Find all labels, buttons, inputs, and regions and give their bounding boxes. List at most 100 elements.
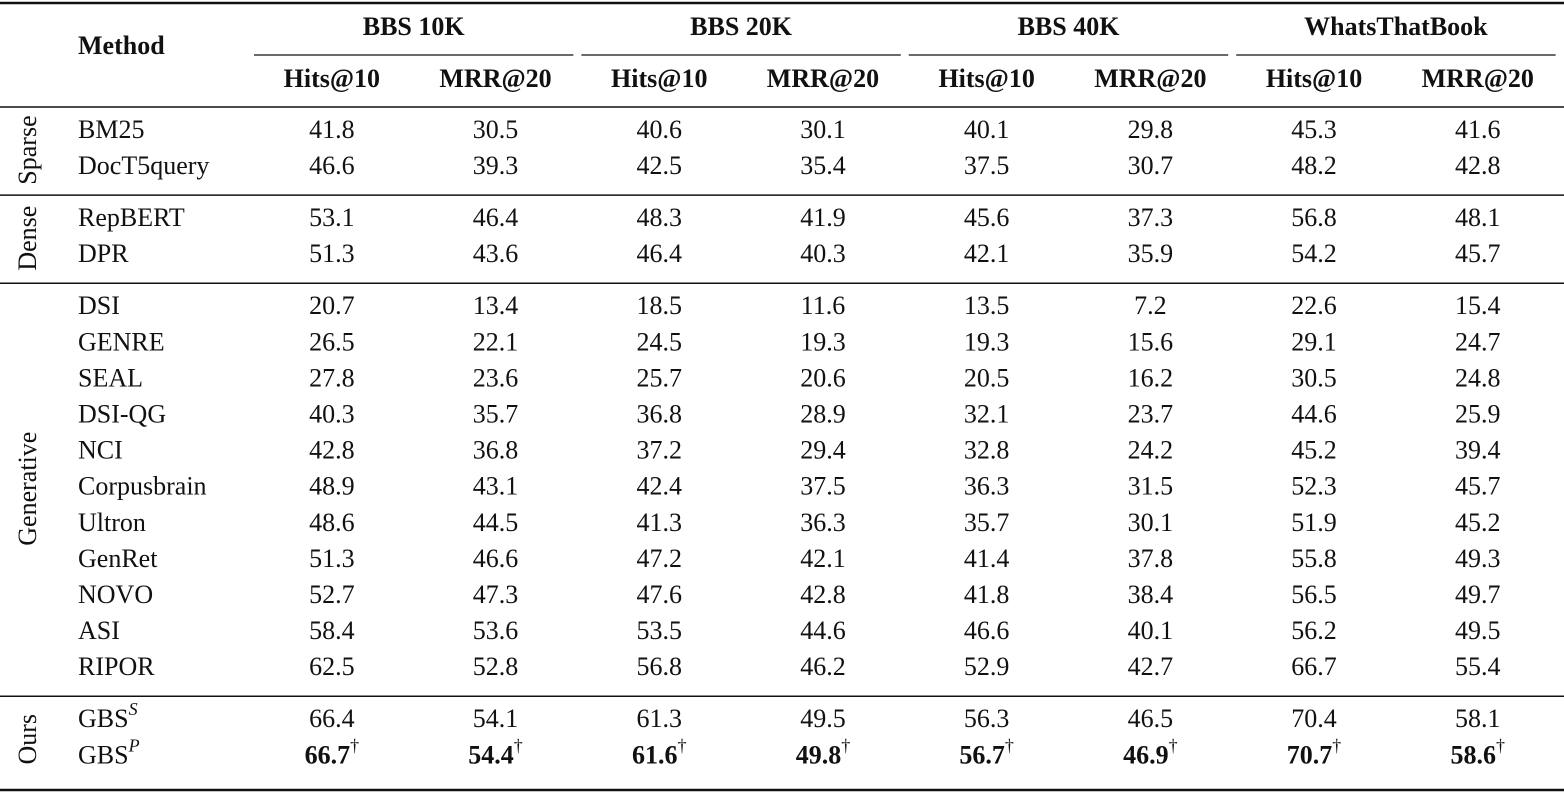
cell-value: 16.2 <box>1128 363 1174 392</box>
value-text: 61.3 <box>637 704 683 733</box>
metric-header: MRR@20 <box>767 64 879 93</box>
cell-value: 58.4 <box>309 616 355 645</box>
value-text: 13.5 <box>964 291 1010 320</box>
value-text: 41.6 <box>1455 115 1501 144</box>
cell-value: 30.5 <box>1291 363 1337 392</box>
value-text: 49.5 <box>800 704 846 733</box>
value-text: 61.6 <box>632 740 678 769</box>
value-text: 52.7 <box>309 580 355 609</box>
value-text: 40.1 <box>964 115 1010 144</box>
cell-value: 52.9 <box>964 652 1010 681</box>
method-text: NCI <box>78 436 123 465</box>
cell-value: 23.6 <box>473 363 519 392</box>
value-text: 40.1 <box>1128 616 1174 645</box>
value-text: 42.7 <box>1128 652 1174 681</box>
value-text: 45.3 <box>1291 115 1337 144</box>
value-text: 37.5 <box>964 151 1010 180</box>
value-text: 51.3 <box>309 239 355 268</box>
cell-value: 46.5 <box>1128 704 1174 733</box>
value-text: 26.5 <box>309 327 355 356</box>
value-text: 46.6 <box>964 616 1010 645</box>
cell-value: 39.4 <box>1455 436 1501 465</box>
cell-value: 30.5 <box>473 115 519 144</box>
value-text: 30.5 <box>473 115 519 144</box>
value-superscript: † <box>514 735 523 755</box>
value-text: 70.4 <box>1291 704 1337 733</box>
cell-value: 28.9 <box>800 399 846 428</box>
value-text: 15.6 <box>1128 327 1174 356</box>
cell-value: 37.5 <box>964 151 1010 180</box>
cell-value: 51.3 <box>309 239 355 268</box>
value-text: 47.2 <box>637 544 683 573</box>
value-text: 46.9 <box>1123 740 1169 769</box>
cell-value: 46.4 <box>473 203 519 232</box>
cell-value: 40.1 <box>1128 616 1174 645</box>
value-text: 41.8 <box>309 115 355 144</box>
method-text: DPR <box>78 239 129 268</box>
value-text: 28.9 <box>800 399 846 428</box>
cell-value: 22.6 <box>1291 291 1337 320</box>
cell-value: 49.5 <box>800 704 846 733</box>
cell-value: 24.7 <box>1455 327 1501 356</box>
cell-value: 51.9 <box>1291 508 1337 537</box>
cell-value: 37.5 <box>800 472 846 501</box>
value-superscript: † <box>1005 735 1014 755</box>
cell-value: 53.5 <box>637 616 683 645</box>
method-name: NOVO <box>78 580 153 609</box>
cell-value: 41.3 <box>637 508 683 537</box>
cell-value: 29.1 <box>1291 327 1337 356</box>
value-text: 19.3 <box>800 327 846 356</box>
value-superscript: † <box>1332 735 1341 755</box>
value-text: 30.1 <box>1128 508 1174 537</box>
value-text: 48.2 <box>1291 151 1337 180</box>
method-text: RepBERT <box>78 203 185 232</box>
method-text: DocT5query <box>78 151 209 180</box>
cell-value: 48.2 <box>1291 151 1337 180</box>
value-text: 66.4 <box>309 704 355 733</box>
value-text: 48.1 <box>1455 203 1501 232</box>
value-text: 46.6 <box>473 544 519 573</box>
column-group: BBS 10K <box>363 12 466 41</box>
value-text: 37.5 <box>800 472 846 501</box>
cell-value: 13.4 <box>473 291 519 320</box>
cell-value: 44.5 <box>473 508 519 537</box>
value-superscript: † <box>1496 735 1505 755</box>
method-superscript: P <box>128 735 140 755</box>
value-text: 22.6 <box>1291 291 1337 320</box>
cell-value: 41.4 <box>964 544 1010 573</box>
cell-value: 52.3 <box>1291 472 1337 501</box>
cell-value: 35.7 <box>473 399 519 428</box>
value-text: 47.6 <box>637 580 683 609</box>
method-name: DocT5query <box>78 151 209 180</box>
value-text: 24.5 <box>637 327 683 356</box>
value-text: 52.3 <box>1291 472 1337 501</box>
cell-value: 42.8 <box>1455 151 1501 180</box>
value-text: 18.5 <box>637 291 683 320</box>
value-text: 49.3 <box>1455 544 1501 573</box>
metric-header: MRR@20 <box>1094 64 1206 93</box>
cell-value: 48.9 <box>309 472 355 501</box>
value-text: 45.2 <box>1455 508 1501 537</box>
cell-value: 46.2 <box>800 652 846 681</box>
value-text: 58.6 <box>1451 740 1497 769</box>
section-label: Generative <box>13 432 42 546</box>
section-label: Sparse <box>13 115 42 184</box>
method-name: DPR <box>78 239 129 268</box>
cell-value: 52.8 <box>473 652 519 681</box>
method-name: GENRE <box>78 327 165 356</box>
cell-value: 36.8 <box>473 436 519 465</box>
cell-value: 45.2 <box>1455 508 1501 537</box>
cell-value: 37.3 <box>1128 203 1174 232</box>
value-superscript: † <box>1169 735 1178 755</box>
cell-value: 44.6 <box>800 616 846 645</box>
value-text: 23.6 <box>473 363 519 392</box>
cell-value: 48.1 <box>1455 203 1501 232</box>
value-text: 16.2 <box>1128 363 1174 392</box>
value-text: 56.8 <box>1291 203 1337 232</box>
cell-value: 53.6 <box>473 616 519 645</box>
method-name: BM25 <box>78 115 144 144</box>
metric-header: Hits@10 <box>611 64 707 93</box>
cell-value: 47.3 <box>473 580 519 609</box>
value-text: 55.4 <box>1455 652 1501 681</box>
